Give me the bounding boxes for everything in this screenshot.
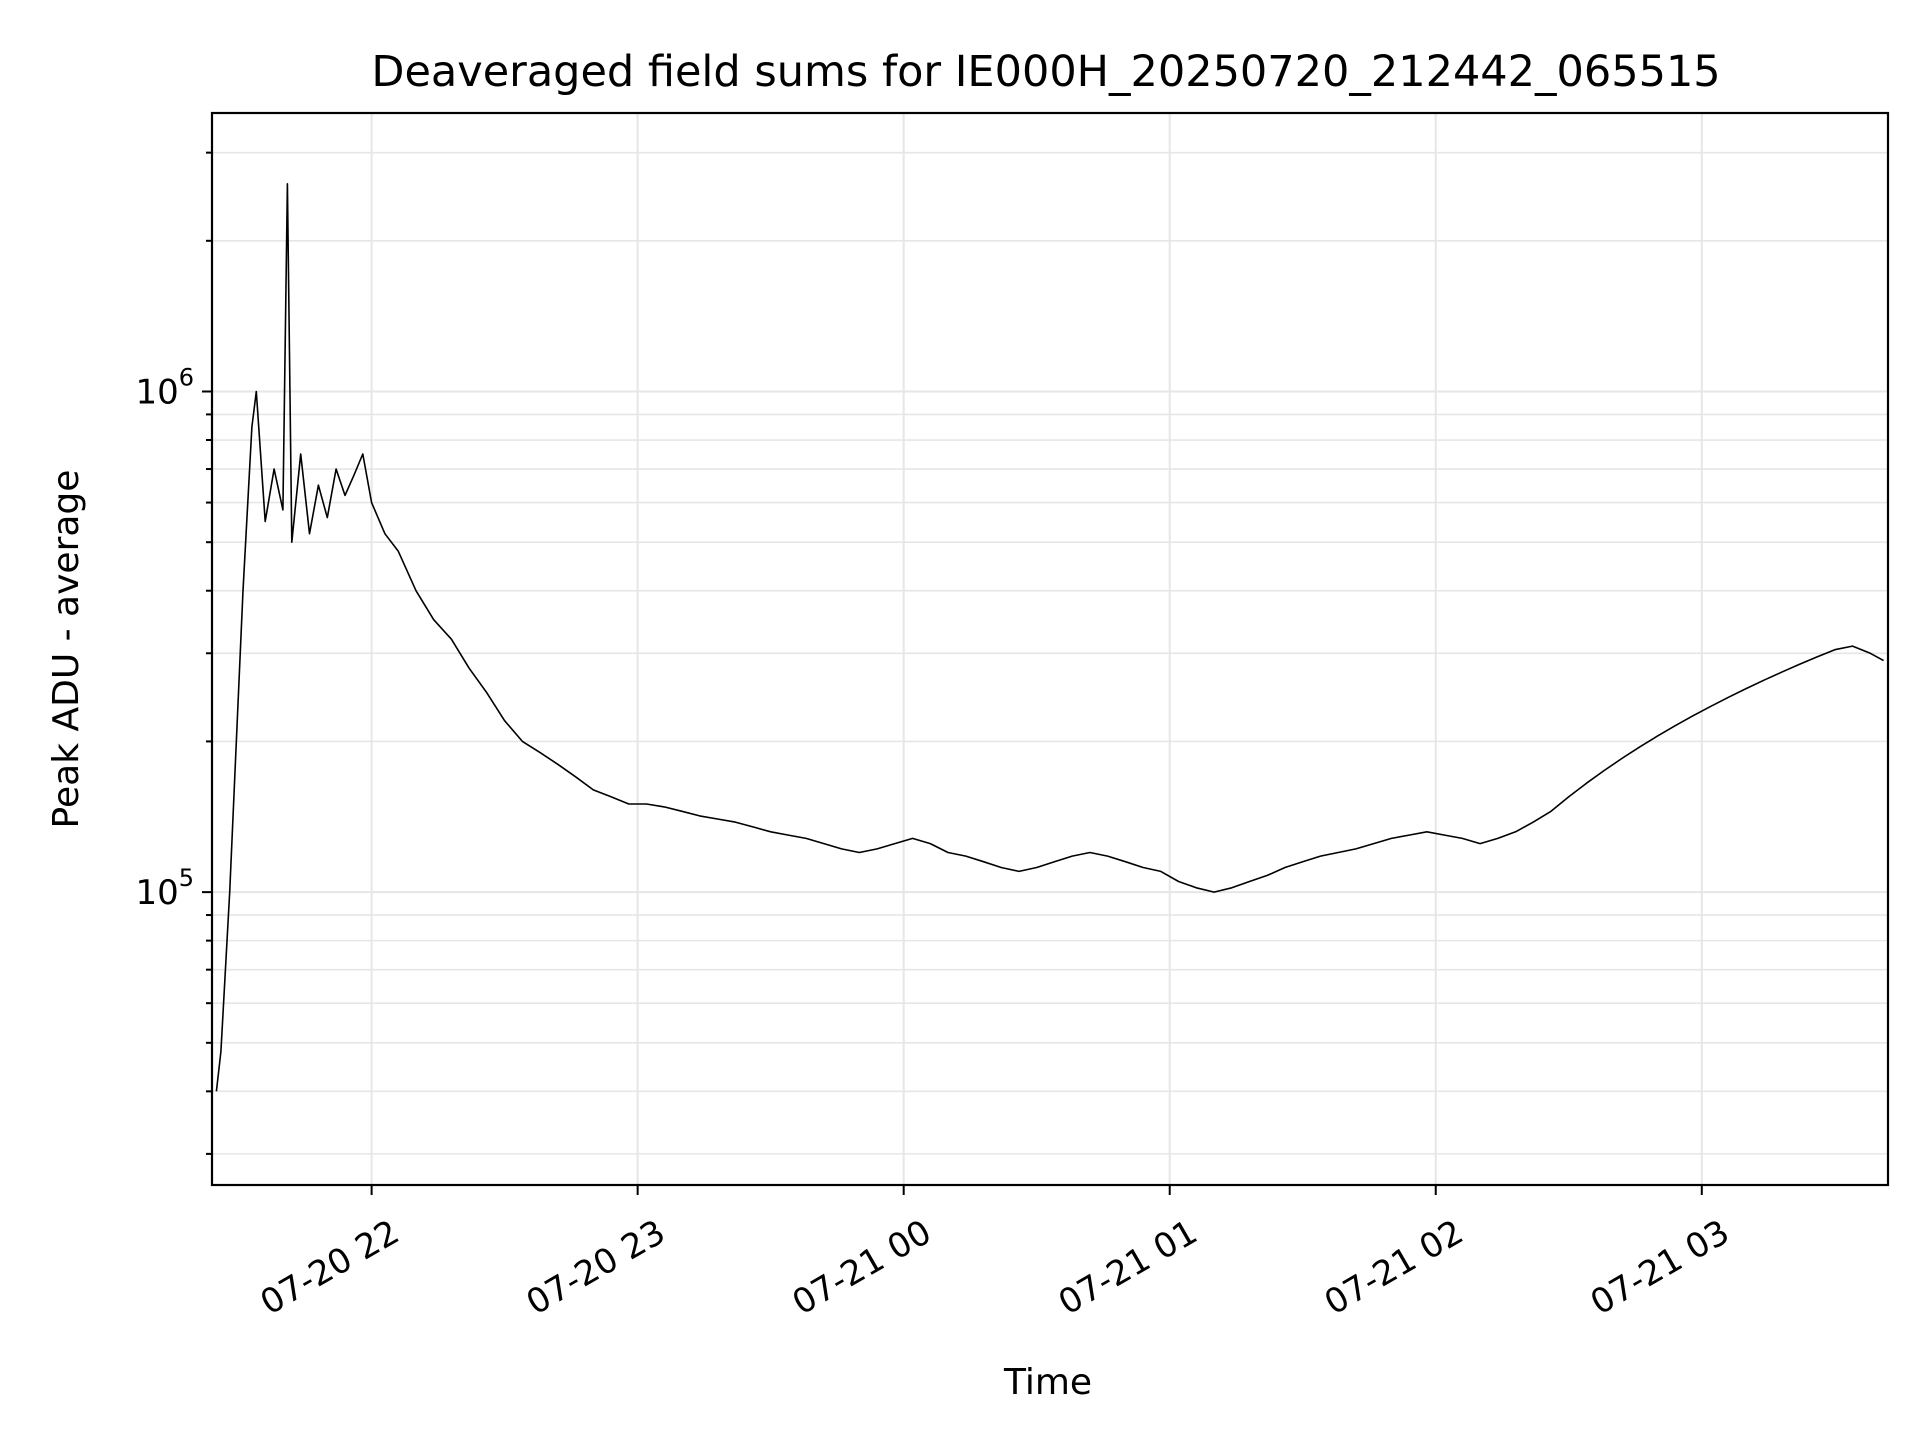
- y-tick-label: 105: [135, 864, 194, 913]
- series-layer: [215, 183, 1884, 1092]
- y-axis-label: Peak ADU - average: [46, 470, 87, 829]
- chart-title: Deaveraged field sums for IE000H_2025072…: [371, 47, 1720, 97]
- y-tick-base: 10: [135, 372, 178, 412]
- y-tick-label: 106: [135, 363, 194, 412]
- y-tick-exponent: 5: [179, 864, 194, 892]
- grid-lines: [212, 113, 1888, 1185]
- plot-frame: [210, 111, 1890, 1187]
- series-line: [215, 183, 1884, 1092]
- y-tick-exponent: 6: [179, 363, 194, 391]
- x-axis-label: Time: [1003, 1362, 1092, 1403]
- y-tick-base: 10: [135, 873, 178, 913]
